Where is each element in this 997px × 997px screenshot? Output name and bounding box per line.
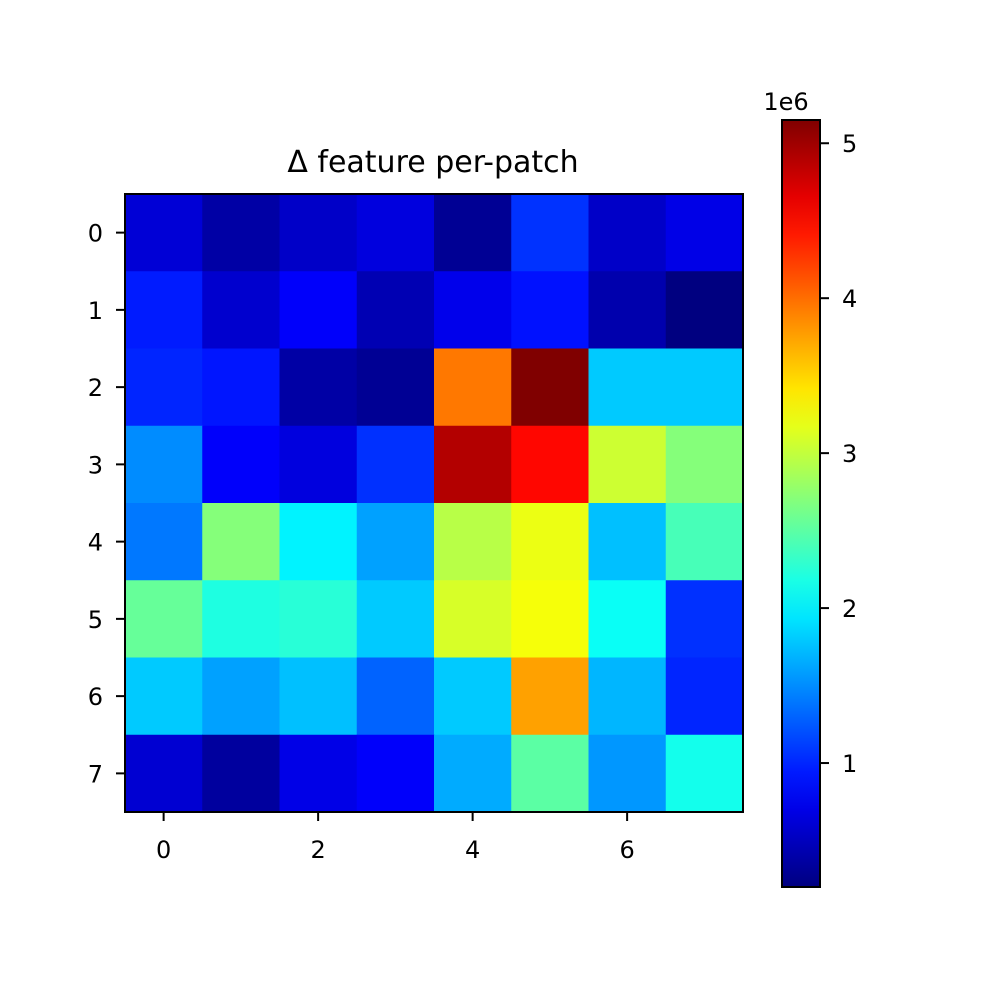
heatmap-cell [665,657,744,736]
heatmap-cell [434,194,512,272]
colorbar-tick-label: 3 [842,440,857,468]
heatmap-cell [511,734,590,813]
heatmap-cell [434,348,512,427]
heatmap-cell [434,271,512,350]
colorbar-ticks: 1 2 3 4 5 [820,130,857,778]
heatmap-cell [665,580,744,659]
heatmap-cell [202,194,281,272]
heatmap-cells [125,194,744,813]
heatmap-cell [202,580,281,659]
heatmap-cell [279,503,358,581]
heatmap-cell [356,657,435,736]
heatmap-cell [665,503,744,581]
heatmap-cell [279,348,358,427]
y-tick-label: 0 [88,220,103,248]
heatmap-cell [279,580,358,659]
colorbar-tick-label: 2 [842,595,857,623]
y-axis-ticks: 0 1 2 3 4 5 6 7 [88,220,125,788]
heatmap-cell [665,348,744,427]
heatmap-cell [279,425,358,504]
heatmap-cell [356,425,435,504]
heatmap-cell [511,194,590,272]
x-tick-label: 4 [465,836,480,864]
x-tick-label: 6 [619,836,634,864]
heatmap-cell [434,734,512,813]
heatmap-cell [125,194,203,272]
heatmap-cell [356,348,435,427]
x-axis-ticks: 0 2 4 6 [156,812,635,864]
heatmap-cell [202,348,281,427]
heatmap-cell [588,503,667,581]
y-tick-label: 3 [88,451,103,479]
y-tick-label: 5 [88,606,103,634]
heatmap-cell [356,503,435,581]
heatmap-cell [511,271,590,350]
heatmap-cell [434,580,512,659]
heatmap-cell [125,503,203,581]
heatmap-cell [279,734,358,813]
chart-title: Δ feature per-patch [287,145,578,180]
heatmap-cell [202,503,281,581]
heatmap-cell [202,425,281,504]
colorbar-tick-label: 1 [842,750,857,778]
heatmap-cell [588,734,667,813]
heatmap-cell [588,425,667,504]
heatmap-cell [356,194,435,272]
heatmap-cell [125,580,203,659]
y-tick-label: 7 [88,760,103,788]
heatmap-cell [511,425,590,504]
heatmap-cell [125,348,203,427]
heatmap-cell [125,734,203,813]
y-tick-label: 4 [88,529,103,557]
colorbar-multiplier: 1e6 [763,88,808,116]
plot-frame [124,193,744,813]
heatmap-cell [511,657,590,736]
x-tick-label: 0 [156,836,171,864]
heatmap-cell [356,271,435,350]
heatmap-cell [202,657,281,736]
heatmap-cell [356,580,435,659]
heatmap-cell [588,348,667,427]
heatmap-cell [665,425,744,504]
heatmap-cell [588,271,667,350]
heatmap-cell [125,425,203,504]
heatmap-cell [665,271,744,350]
heatmap-cell [202,734,281,813]
heatmap-cell [434,425,512,504]
heatmap-cell [202,271,281,350]
heatmap-cell [125,657,203,736]
heatmap-cell [588,657,667,736]
heatmap-cell [279,271,358,350]
colorbar-tick-label: 4 [842,285,857,313]
heatmap-cell [588,580,667,659]
heatmap-cell [434,657,512,736]
colorbar-tick-label: 5 [842,130,857,158]
heatmap-cell [434,503,512,581]
y-tick-label: 1 [88,297,103,325]
x-tick-label: 2 [310,836,325,864]
heatmap-cell [665,194,744,272]
colorbar [781,119,821,888]
y-tick-label: 2 [88,374,103,402]
heatmap-cell [511,580,590,659]
heatmap-cell [665,734,744,813]
heatmap-cell [279,194,358,272]
y-tick-label: 6 [88,683,103,711]
heatmap-cell [511,348,590,427]
heatmap-cell [511,503,590,581]
heatmap-cell [279,657,358,736]
heatmap-cell [125,271,203,350]
heatmap-cell [356,734,435,813]
heatmap-cell [588,194,667,272]
